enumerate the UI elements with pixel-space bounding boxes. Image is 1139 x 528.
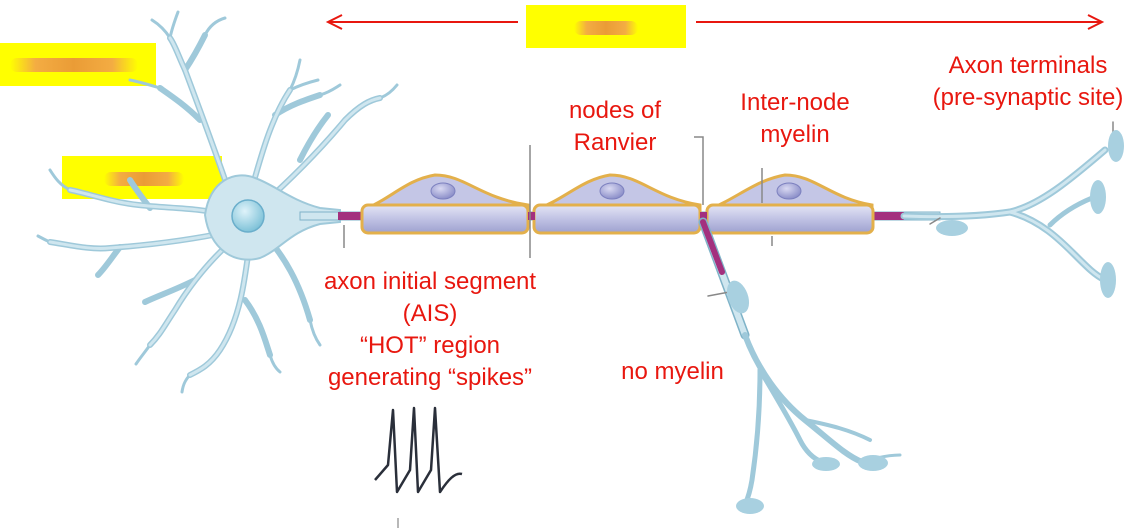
collateral-swelling bbox=[726, 280, 750, 314]
collateral-bouton bbox=[858, 455, 888, 471]
label-internode-line1: Inter-node bbox=[740, 89, 850, 116]
collateral-bouton bbox=[812, 457, 840, 471]
node-of-ranvier-2 bbox=[700, 212, 707, 220]
label-axon-terminals: Axon terminals (pre-synaptic site) bbox=[918, 50, 1138, 114]
span-arrow bbox=[325, 14, 1105, 30]
axon-collateral bbox=[698, 217, 902, 508]
axon-terminals bbox=[900, 121, 1114, 284]
label-nodes-line2: Ranvier bbox=[573, 129, 657, 156]
label-ais: axon initial segment (AIS) “HOT” region … bbox=[300, 266, 560, 394]
label-terminals-line2: (pre-synaptic site) bbox=[932, 84, 1124, 111]
label-no-myelin: no myelin bbox=[605, 356, 740, 388]
label-nodes-line1: nodes of bbox=[568, 97, 662, 124]
label-internode-myelin: Inter-node myelin bbox=[715, 87, 875, 151]
label-ais-line3: “HOT” region bbox=[359, 332, 501, 359]
collateral-bouton bbox=[736, 498, 764, 514]
label-terminals-line1: Axon terminals bbox=[948, 52, 1108, 79]
myelin-sheath-1 bbox=[360, 173, 530, 235]
myelin-sheath-2 bbox=[532, 173, 702, 235]
spike-train bbox=[374, 406, 463, 528]
smudge bbox=[10, 58, 138, 72]
highlight-left-top bbox=[0, 43, 156, 86]
terminal-bouton bbox=[1090, 180, 1106, 214]
dendrites bbox=[36, 10, 399, 394]
myelin-sheaths bbox=[360, 173, 875, 235]
label-nodes-of-ranvier: nodes of Ranvier bbox=[540, 95, 690, 159]
axon-initial-segment bbox=[338, 212, 364, 220]
smudge bbox=[104, 172, 184, 186]
label-ais-line2: (AIS) bbox=[402, 300, 458, 327]
soma-nucleus bbox=[231, 199, 265, 233]
label-ais-line1: axon initial segment bbox=[323, 268, 537, 295]
terminal-node bbox=[872, 212, 904, 220]
terminal-swelling bbox=[936, 220, 968, 236]
label-internode-line2: myelin bbox=[760, 121, 830, 148]
label-no-myelin-text: no myelin bbox=[621, 358, 724, 385]
label-ais-line4: generating “spikes” bbox=[327, 364, 533, 391]
node-of-ranvier-1 bbox=[528, 212, 535, 220]
leader-lines bbox=[343, 136, 773, 258]
smudge bbox=[574, 21, 638, 35]
terminal-bouton bbox=[1108, 130, 1124, 162]
myelin-sheath-3 bbox=[705, 173, 875, 235]
highlight-top bbox=[526, 5, 686, 48]
terminal-bouton bbox=[1100, 262, 1116, 298]
